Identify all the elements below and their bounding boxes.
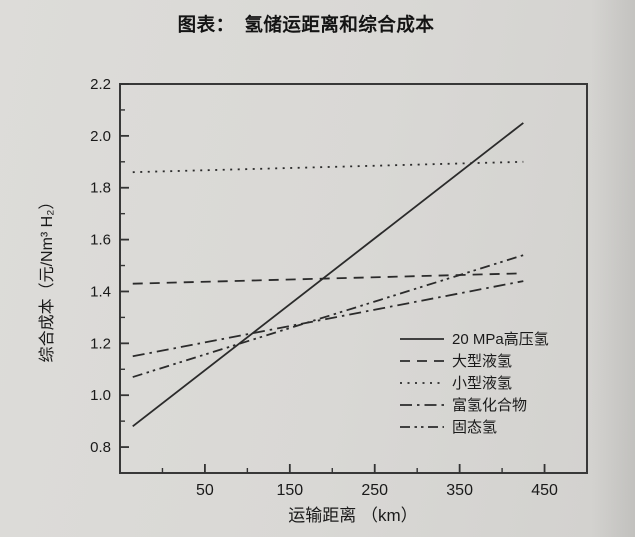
legend-line-sample: [400, 425, 444, 428]
y-tick-label: 1.2: [90, 335, 111, 352]
legend-line-sample: [400, 337, 444, 340]
y-tick-label: 1.0: [90, 387, 111, 404]
y-tick-label: 1.8: [90, 180, 111, 197]
legend-label: 大型液氢: [452, 353, 513, 370]
chart-title: 图表： 氢储运距离和综合成本: [177, 14, 435, 35]
plot-border: [119, 83, 588, 474]
legend-item: 固态氢: [399, 416, 549, 437]
legend-item: 20 MPa高压氢: [399, 328, 549, 349]
legend-label: 小型液氢: [452, 375, 513, 392]
y-tick-label: 2.0: [90, 128, 111, 145]
series-line-dotted: [132, 160, 524, 174]
series-line-solid: [132, 122, 524, 428]
x-axis-label: 运输距离 （km）: [288, 506, 417, 525]
y-tick-label: 2.2: [90, 76, 111, 93]
legend-item: 富氢化合物: [399, 394, 549, 415]
legend-line-sample: [400, 359, 444, 362]
x-tick-label: 250: [361, 482, 388, 499]
chart-legend: 20 MPa高压氢 大型液氢小型液氢富氢化合物固态氢: [399, 328, 549, 437]
series-line-dashdot: [132, 280, 524, 358]
x-tick-label: 150: [276, 482, 303, 499]
x-tick-label: 350: [446, 482, 473, 499]
legend-label: 20 MPa高压氢: [452, 331, 549, 348]
legend-item: 小型液氢: [399, 372, 549, 393]
y-axis-label: 综合成本（元/Nm³ H₂）: [38, 194, 56, 363]
y-tick-label: 1.4: [90, 283, 111, 300]
y-tick-label: 0.8: [90, 439, 111, 456]
legend-line-sample: [400, 381, 444, 384]
legend-item: 大型液氢: [399, 350, 549, 371]
legend-label: 富氢化合物: [452, 397, 528, 414]
legend-line-sample: [400, 403, 444, 406]
y-tick-label: 1.6: [90, 232, 111, 249]
series-line-dashdotdot: [132, 254, 524, 378]
x-tick-label: 50: [196, 482, 214, 499]
axis-ticks: 50 150 250 350 450 0.8 1.0 1.2 1.4 1.6 1.8 2.0 2.2: [90, 76, 558, 499]
plot-frame: [119, 83, 588, 474]
x-tick-label: 450: [531, 482, 558, 499]
legend-label: 固态氢: [452, 419, 498, 436]
series-lines: [132, 122, 524, 428]
